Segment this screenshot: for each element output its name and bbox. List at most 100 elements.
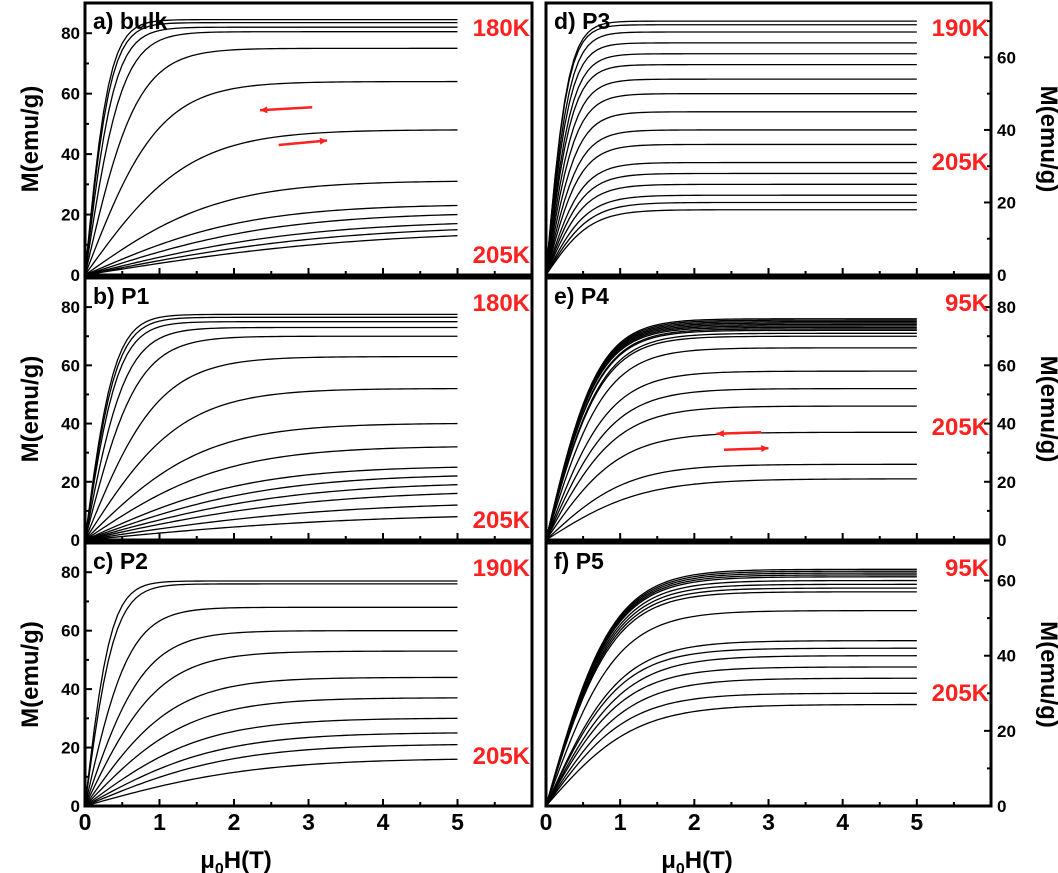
y-tick-label: 40 — [997, 415, 1016, 434]
y-axis-label: M(emu/g) — [17, 621, 44, 728]
mh-curve — [545, 129, 917, 276]
curves — [545, 318, 917, 541]
temperature-low-label: 205K — [932, 680, 990, 707]
panel-1: 0 20 40 60 80 M(emu/g) a) bulk 180K 205K — [17, 1, 534, 285]
mh-curve — [545, 42, 917, 276]
mh-curve — [545, 370, 917, 541]
mh-curve — [84, 222, 458, 276]
y-tick-label: 0 — [71, 531, 80, 550]
mh-curve — [84, 31, 458, 276]
mh-curve — [84, 229, 458, 276]
mh-curve — [545, 31, 917, 276]
y-tick-label: 60 — [61, 356, 80, 375]
y-tick-label: 40 — [61, 680, 80, 699]
mh-curve — [545, 93, 917, 276]
mh-curve — [545, 647, 917, 807]
mh-curve — [545, 209, 917, 276]
panel-label: d) P3 — [554, 8, 610, 34]
mh-curve — [84, 732, 458, 807]
mh-curve — [84, 697, 458, 807]
y-axis-label: M(emu/g) — [1035, 621, 1058, 728]
mh-curve — [84, 504, 458, 541]
panel-frame — [544, 541, 993, 808]
mh-curve — [84, 743, 458, 807]
mh-curve — [84, 758, 458, 807]
mh-curve — [545, 568, 917, 807]
y-tick-label: 40 — [997, 647, 1016, 666]
panel-label: e) P4 — [554, 283, 609, 309]
mh-curve — [84, 466, 458, 541]
mh-curve — [545, 692, 917, 807]
panel-2: 0 20 40 60 80 M(emu/g) b) P1 180K 205K — [17, 276, 534, 550]
y-tick-label: 20 — [61, 206, 80, 225]
mh-curve — [545, 323, 917, 541]
mh-curve — [84, 129, 458, 276]
temperature-low-label: 205K — [473, 507, 531, 534]
mh-curve — [545, 405, 917, 541]
panel-label: b) P1 — [93, 283, 149, 309]
x-tick-label: 3 — [302, 809, 315, 835]
mh-curve — [545, 24, 917, 276]
mh-curve — [545, 322, 917, 541]
x-axis-label-left-tail: H(T) — [224, 847, 272, 873]
mh-curve — [545, 583, 917, 807]
mh-curve — [545, 640, 917, 807]
mh-curve — [84, 80, 458, 276]
mh-curve — [545, 143, 917, 276]
panel-frame — [544, 276, 993, 542]
mh-curve — [545, 570, 917, 807]
mh-curve — [545, 319, 917, 541]
y-tick-label: 0 — [997, 797, 1006, 816]
mh-curve — [545, 591, 917, 807]
x-axis-label-right-sub: 0 — [676, 861, 685, 873]
y-tick-label: 0 — [997, 531, 1006, 550]
mh-curve — [84, 204, 458, 276]
mh-curve — [545, 572, 917, 807]
mh-curve — [84, 492, 458, 541]
mh-curve — [545, 587, 917, 807]
sweep-arrow-right — [723, 445, 769, 453]
mh-curve — [545, 183, 917, 276]
x-tick-label: 2 — [688, 809, 701, 835]
y-tick-label: 80 — [61, 563, 80, 582]
y-tick-label: 80 — [61, 24, 80, 43]
right-column-x-axis-title: μ0H(T) — [661, 847, 733, 873]
panel-label: c) P2 — [93, 548, 148, 574]
y-tick-label: 0 — [71, 797, 80, 816]
y-tick-label: 60 — [997, 48, 1016, 67]
mh-curve — [84, 235, 458, 276]
temperature-low-label: 205K — [473, 242, 531, 269]
x-tick-label: 0 — [540, 809, 553, 835]
y-axis-label: M(emu/g) — [1035, 356, 1058, 463]
mh-curve — [545, 325, 917, 541]
x-tick-label: 4 — [377, 809, 390, 835]
mh-curve — [84, 316, 458, 541]
y-tick-label: 20 — [61, 739, 80, 758]
y-tick-label: 40 — [61, 145, 80, 164]
mh-curve — [545, 463, 917, 541]
mh-curve — [84, 355, 458, 541]
panel-6: 0 20 40 60 0 1 2 3 4 5 M(emu/g) f) P5 95K 205K — [540, 541, 1058, 835]
mh-curve — [84, 26, 458, 276]
mh-curve — [84, 583, 458, 807]
mh-curve — [545, 574, 917, 807]
mh-curve — [545, 326, 917, 541]
mh-curve — [84, 321, 458, 541]
mh-curve — [545, 78, 917, 276]
temperature-high-label: 95K — [945, 555, 990, 582]
panel-label: a) bulk — [93, 8, 167, 34]
mh-curve — [84, 335, 458, 541]
y-axis-label: M(emu/g) — [17, 86, 44, 193]
panel-3: 0 20 40 60 80 0 1 2 3 4 5 M(emu/g) c) P2 190K 205K — [17, 541, 534, 835]
x-tick-label: 3 — [762, 809, 775, 835]
panel-frame — [83, 541, 534, 808]
x-tick-label: 4 — [836, 809, 849, 835]
mh-curve — [545, 347, 917, 541]
x-axis-label-right-tail: H(T) — [685, 847, 733, 873]
sweep-arrow-left — [716, 430, 762, 437]
y-axis-label: M(emu/g) — [17, 356, 44, 463]
mh-curve — [545, 53, 917, 276]
temperature-low-label: 205K — [932, 414, 990, 441]
mh-curve — [545, 111, 917, 276]
temperature-high-label: 180K — [473, 290, 531, 317]
